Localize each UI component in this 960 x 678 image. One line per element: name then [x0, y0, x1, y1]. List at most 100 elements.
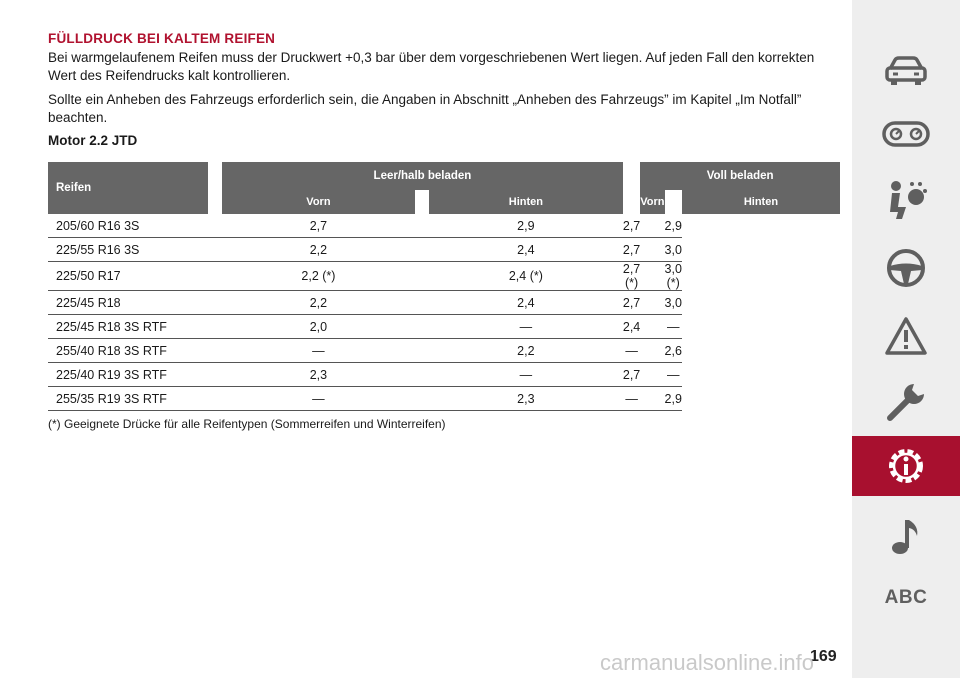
cell-gap — [208, 290, 222, 315]
header-gap — [208, 162, 222, 214]
paragraph-lifting: Sollte ein Anheben des Fahrzeugs erforde… — [48, 92, 802, 125]
page-number: 169 — [810, 648, 837, 665]
cell-gap — [208, 214, 222, 238]
cell-gap — [414, 386, 429, 411]
cell-tyre-size: 225/45 R18 — [48, 290, 208, 315]
abc-index-label: ABC — [884, 587, 928, 608]
cell-pressure: 2,7 (*) — [622, 261, 641, 291]
cell-gap — [208, 314, 222, 339]
subheader-gap — [414, 190, 429, 214]
cell-pressure: 2,2 — [222, 290, 415, 315]
cell-pressure: 2,4 — [428, 237, 623, 262]
nav-dashboard[interactable] — [852, 104, 960, 164]
cell-pressure: 2,7 — [222, 214, 415, 238]
cell-gap — [640, 386, 665, 411]
cell-gap — [640, 362, 665, 387]
cell-pressure: — — [622, 386, 641, 411]
cell-pressure: 3,0 — [664, 237, 682, 262]
wrench-icon — [887, 384, 924, 421]
cell-gap — [414, 237, 429, 262]
cell-pressure: 2,0 — [222, 314, 415, 339]
cell-tyre-size: 225/55 R16 3S — [48, 237, 208, 262]
cell-pressure: — — [664, 314, 682, 339]
music-note-icon — [892, 520, 918, 554]
cell-pressure: — — [428, 362, 623, 387]
cell-pressure: — — [664, 362, 682, 387]
footnote: (*) Geeignete Drücke für alle Reifentype… — [48, 417, 446, 431]
nav-technical-data[interactable] — [852, 436, 960, 496]
cell-gap — [414, 261, 429, 291]
table-row: 255/35 R19 3S RTF —2,3—2,9 — [48, 386, 840, 411]
table-subheader-row: Vorn Hinten Vorn Hinten — [48, 190, 840, 214]
cell-gap — [640, 290, 665, 315]
cell-tyre-size: 225/45 R18 3S RTF — [48, 314, 208, 339]
cell-gap — [640, 261, 665, 291]
cell-gap — [640, 237, 665, 262]
subheader-hinten: Hinten — [428, 190, 623, 214]
cell-gap — [414, 290, 429, 315]
cell-tyre-size: 225/50 R17 — [48, 261, 208, 291]
cell-pressure: 2,4 (*) — [428, 261, 623, 291]
cell-pressure: 2,7 — [622, 290, 641, 315]
tyre-pressure-table: Reifen Leer/halb beladen Voll beladen Vo… — [48, 162, 840, 411]
table-row: 225/50 R17 2,2 (*) 2,4 (*) 2,7 (*) 3,0 (*) — [48, 261, 840, 291]
subheader-vorn: Vorn — [222, 190, 415, 214]
cell-gap — [640, 314, 665, 339]
nav-maintenance[interactable] — [852, 372, 960, 432]
nav-safety[interactable] — [852, 170, 960, 230]
table-row: 225/45 R18 2,2 2,4 2,7 3,0 — [48, 290, 840, 315]
cell-pressure: — — [428, 314, 623, 339]
motor-heading: Motor 2.2 JTD — [48, 133, 138, 148]
cell-gap — [414, 362, 429, 387]
cell-tyre-size: 255/40 R18 3S RTF — [48, 338, 208, 363]
warning-triangle-icon — [885, 317, 927, 355]
cell-tyre-size: 205/60 R16 3S — [48, 214, 208, 238]
header-gap — [622, 162, 641, 214]
table-header-row: Reifen Leer/halb beladen Voll beladen — [48, 162, 840, 214]
cell-pressure: 2,3 — [428, 386, 623, 411]
cell-pressure: 3,0 (*) — [664, 261, 682, 291]
nav-index[interactable]: ABC — [852, 568, 960, 628]
cell-gap — [208, 362, 222, 387]
cell-pressure: 3,0 — [664, 290, 682, 315]
nav-multimedia[interactable] — [852, 506, 960, 566]
nav-emergency[interactable] — [852, 306, 960, 366]
paragraph-warm-tyre: Bei warmgelaufenem Reifen muss der Druck… — [48, 50, 815, 83]
subheader-vorn: Vorn — [640, 190, 665, 214]
chapter-sidebar: ABC — [852, 0, 960, 678]
table-row: 225/40 R19 3S RTF 2,3—2,7— — [48, 362, 840, 387]
cell-gap — [208, 237, 222, 262]
cell-pressure: 2,4 — [622, 314, 641, 339]
subheader-gap — [664, 190, 682, 214]
cell-pressure: 2,2 — [428, 338, 623, 363]
car-icon — [885, 56, 927, 85]
cell-pressure: 2,7 — [622, 237, 641, 262]
page-content: FÜLLDRUCK BEI KALTEM REIFEN Bei warmgela… — [48, 30, 840, 431]
cell-gap — [208, 338, 222, 363]
nav-driving[interactable] — [852, 238, 960, 298]
cell-pressure: — — [222, 386, 415, 411]
table-row: 205/60 R16 3S 2,7 2,9 2,7 2,9 — [48, 214, 840, 238]
cell-gap — [414, 338, 429, 363]
cell-tyre-size: 225/40 R19 3S RTF — [48, 362, 208, 387]
subheader-hinten: Hinten — [681, 190, 840, 214]
header-group-voll: Voll beladen — [640, 162, 840, 190]
cell-pressure: 2,9 — [664, 214, 682, 238]
cell-gap — [208, 386, 222, 411]
table-body: 205/60 R16 3S 2,7 2,9 2,7 2,9 225/55 R16 3S 2,… — [48, 214, 840, 411]
cell-pressure: 2,6 — [664, 338, 682, 363]
cell-pressure: — — [222, 338, 415, 363]
cell-pressure: 2,7 — [622, 362, 641, 387]
header-group-leer: Leer/halb beladen — [222, 162, 623, 190]
header-reifen: Reifen — [48, 162, 208, 214]
steering-wheel-icon — [887, 249, 925, 287]
dashboard-gauges-icon — [882, 121, 930, 147]
cell-pressure: 2,2 (*) — [222, 261, 415, 291]
cell-gap — [208, 261, 222, 291]
cell-pressure: 2,7 — [622, 214, 641, 238]
nav-car[interactable] — [852, 40, 960, 100]
watermark: carmanualsonline.info — [600, 650, 815, 675]
info-gear-icon — [889, 449, 923, 483]
cell-gap — [640, 214, 665, 238]
cell-pressure: 2,2 — [222, 237, 415, 262]
